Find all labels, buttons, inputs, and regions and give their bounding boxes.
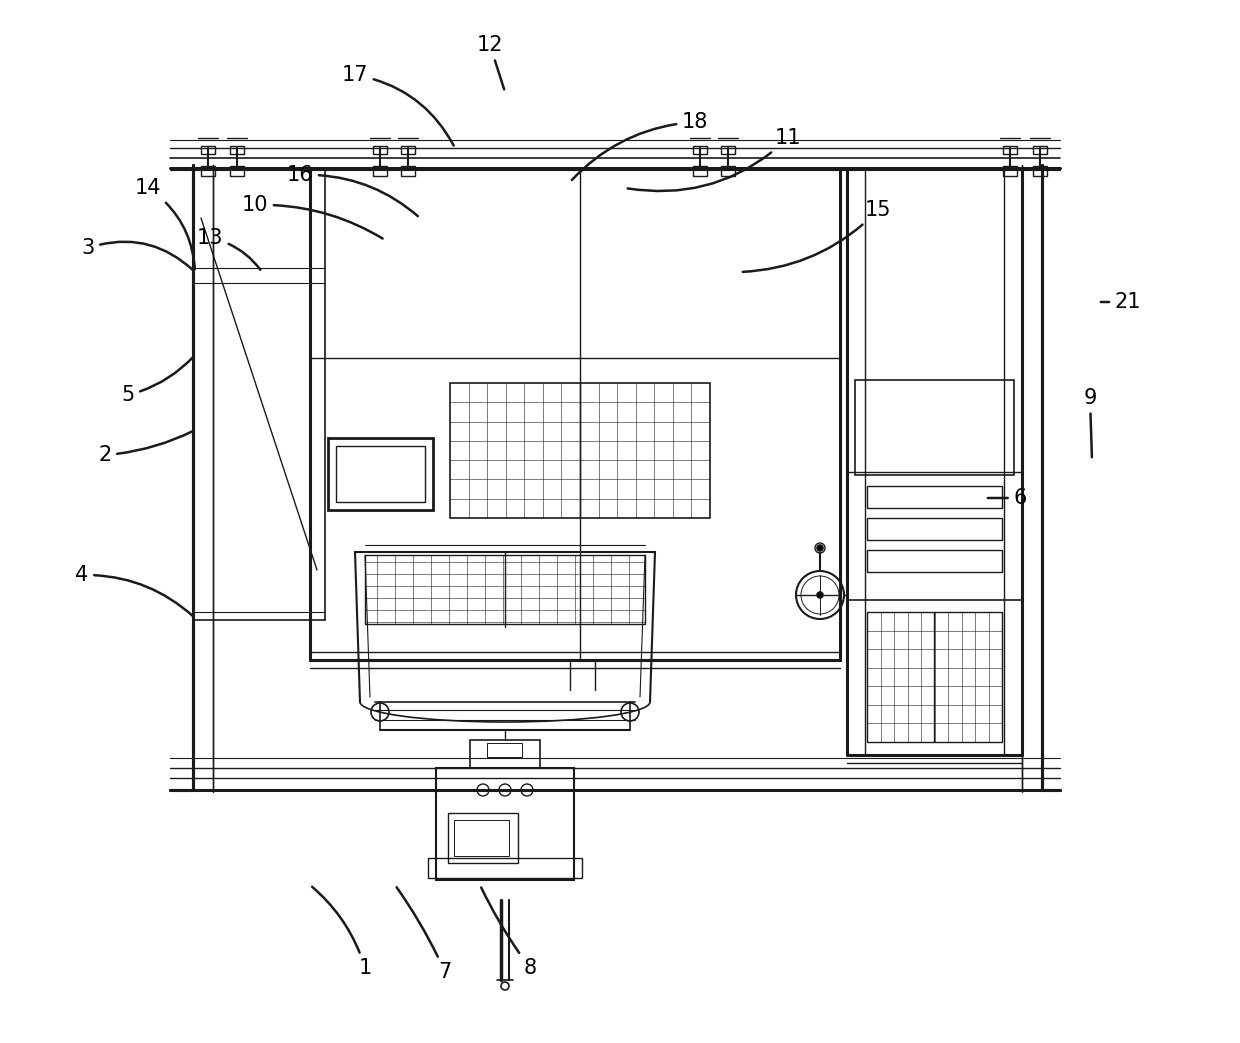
Text: 8: 8 xyxy=(481,888,537,978)
Bar xyxy=(401,166,415,176)
Bar xyxy=(365,555,645,624)
Bar xyxy=(373,146,387,154)
Bar xyxy=(720,166,735,176)
Bar xyxy=(856,380,1014,475)
Circle shape xyxy=(817,545,823,551)
Text: 7: 7 xyxy=(397,888,451,983)
Text: 12: 12 xyxy=(476,35,505,90)
Bar xyxy=(867,518,1002,540)
Text: 1: 1 xyxy=(312,887,372,978)
Bar xyxy=(229,166,244,176)
Bar xyxy=(428,858,582,878)
Text: 5: 5 xyxy=(122,357,193,405)
Bar xyxy=(373,166,387,176)
Bar xyxy=(450,383,711,518)
Text: 2: 2 xyxy=(98,431,192,465)
Bar xyxy=(693,166,707,176)
Bar xyxy=(470,739,539,768)
Text: 9: 9 xyxy=(1084,388,1096,457)
Circle shape xyxy=(817,592,823,598)
Text: 17: 17 xyxy=(342,65,454,146)
Text: 15: 15 xyxy=(743,200,892,272)
Text: 4: 4 xyxy=(76,565,193,616)
Bar xyxy=(201,146,215,154)
Bar xyxy=(448,812,518,863)
Bar xyxy=(336,446,425,502)
Bar xyxy=(867,486,1002,508)
Bar xyxy=(1033,166,1047,176)
Bar xyxy=(720,146,735,154)
Text: 16: 16 xyxy=(286,165,418,216)
Text: 11: 11 xyxy=(627,128,801,191)
Text: 14: 14 xyxy=(135,178,195,269)
Text: 3: 3 xyxy=(82,238,193,270)
Bar xyxy=(1033,146,1047,154)
Bar xyxy=(867,612,1002,742)
Bar xyxy=(201,166,215,176)
Bar xyxy=(229,146,244,154)
Text: 10: 10 xyxy=(242,195,383,239)
Bar xyxy=(436,768,574,880)
Bar xyxy=(1003,146,1017,154)
Bar xyxy=(693,146,707,154)
Text: 13: 13 xyxy=(197,228,260,270)
Text: 18: 18 xyxy=(572,112,708,180)
Bar xyxy=(867,550,1002,572)
Text: 6: 6 xyxy=(988,488,1027,508)
Bar xyxy=(1003,166,1017,176)
Bar xyxy=(329,438,433,510)
Bar xyxy=(487,743,522,757)
Text: 21: 21 xyxy=(1101,292,1141,312)
Bar xyxy=(454,820,508,856)
Bar xyxy=(401,146,415,154)
